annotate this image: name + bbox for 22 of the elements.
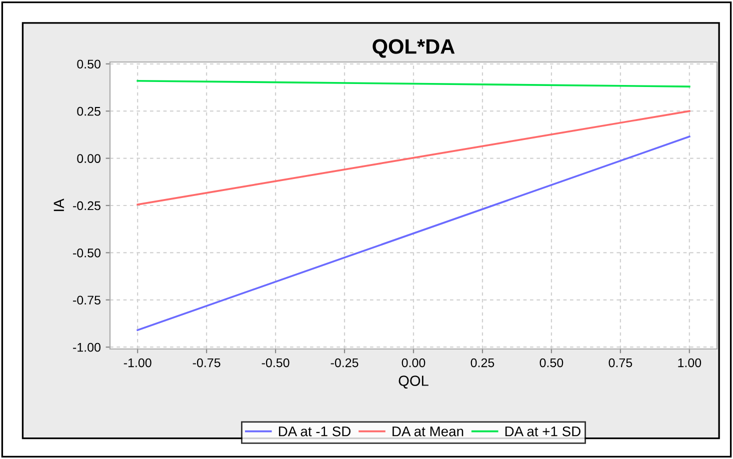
x-tick-label: 0.00 (402, 358, 426, 368)
y-tick-label: -1.00 (73, 342, 100, 352)
y-tick-label: 0.50 (77, 60, 100, 69)
y-tick-label: -0.25 (73, 201, 100, 210)
legend-label: DA at -1 SD (278, 426, 351, 436)
x-axis-title: QOL (398, 376, 428, 389)
y-tick-label: -0.50 (73, 248, 100, 258)
x-tick-label: 0.50 (540, 358, 564, 368)
x-tick-label: -0.25 (330, 358, 358, 368)
x-tick-label: -0.50 (262, 358, 290, 368)
x-tick-label: -0.75 (192, 358, 220, 368)
legend-label: DA at Mean (392, 426, 464, 436)
chart-title: QOL*DA (372, 39, 455, 58)
x-tick-label: 1.00 (678, 358, 702, 368)
x-tick-label: 0.25 (470, 358, 494, 368)
x-tick-label: 0.75 (608, 358, 632, 368)
y-tick-label: 0.00 (77, 154, 100, 163)
y-tick-label: 0.25 (77, 106, 100, 116)
legend-label: DA at +1 SD (505, 426, 580, 436)
y-tick-label: -0.75 (73, 296, 100, 305)
x-tick-label: -1.00 (124, 358, 152, 368)
y-axis-title: IA (54, 198, 64, 212)
